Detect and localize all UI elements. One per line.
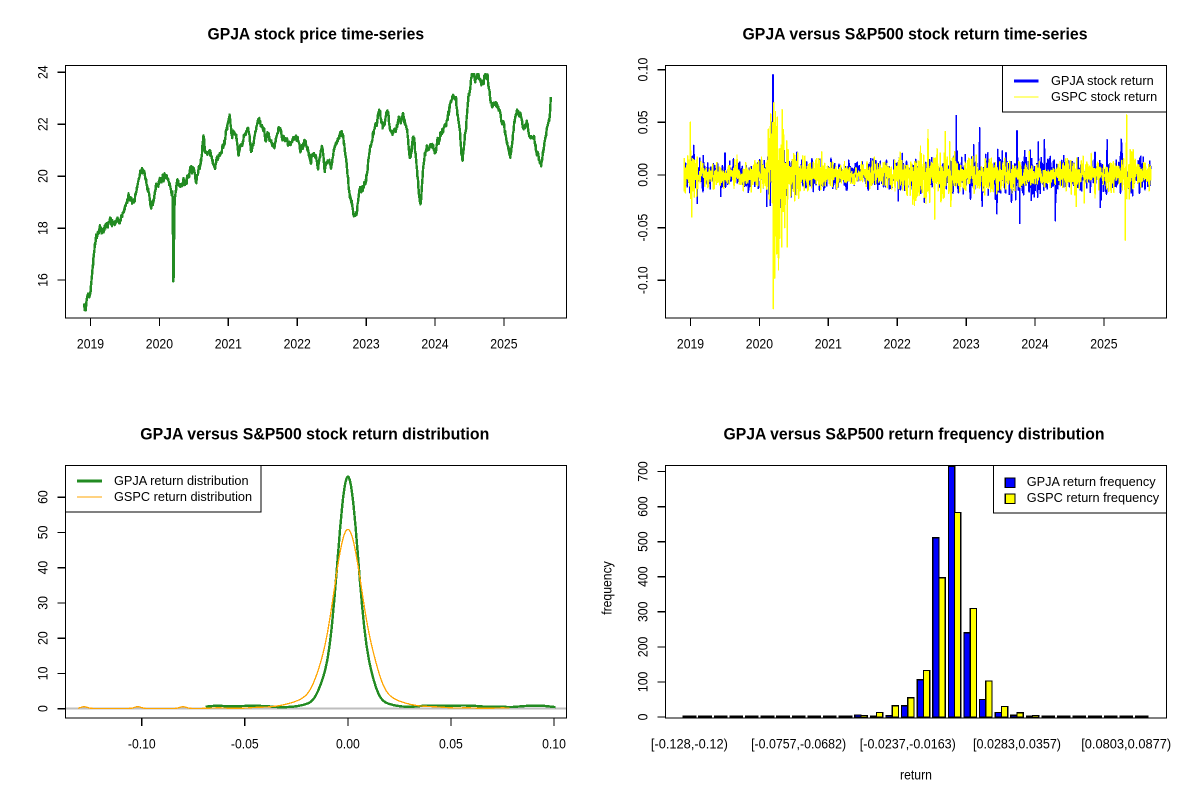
svg-text:-0.10: -0.10 <box>128 737 156 753</box>
svg-text:0.00: 0.00 <box>336 737 360 753</box>
svg-text:700: 700 <box>636 461 652 481</box>
svg-text:100: 100 <box>636 672 652 692</box>
svg-text:GPJA versus S&P500 return freq: GPJA versus S&P500 return frequency dist… <box>724 424 1105 443</box>
svg-text:30: 30 <box>36 596 52 610</box>
svg-text:200: 200 <box>636 637 652 657</box>
svg-text:500: 500 <box>636 531 652 551</box>
svg-text:40: 40 <box>36 561 52 575</box>
svg-text:[-0.128,-0.12): [-0.128,-0.12) <box>651 737 728 753</box>
svg-text:-0.05: -0.05 <box>636 214 652 242</box>
svg-text:[0.0283,0.0357): [0.0283,0.0357) <box>973 737 1061 753</box>
svg-text:[0.0803,0.0877): [0.0803,0.0877) <box>1081 737 1171 753</box>
svg-text:[-0.0757,-0.0682): [-0.0757,-0.0682) <box>751 737 846 753</box>
svg-text:2023: 2023 <box>953 337 980 353</box>
svg-text:GSPC stock return: GSPC stock return <box>1051 89 1157 104</box>
svg-text:GSPC return distribution: GSPC return distribution <box>114 489 252 504</box>
svg-text:-0.10: -0.10 <box>636 266 652 294</box>
svg-text:2025: 2025 <box>490 337 517 353</box>
svg-text:0.10: 0.10 <box>542 737 566 753</box>
svg-text:return: return <box>900 768 932 784</box>
svg-text:50: 50 <box>36 526 52 540</box>
svg-text:2022: 2022 <box>284 337 311 353</box>
svg-text:0.05: 0.05 <box>439 737 463 753</box>
svg-text:0.05: 0.05 <box>636 110 652 134</box>
svg-text:GPJA versus S&P500 stock retur: GPJA versus S&P500 stock return distribu… <box>140 424 489 443</box>
svg-text:2019: 2019 <box>77 337 104 353</box>
svg-text:[-0.0237,-0.0163): [-0.0237,-0.0163) <box>860 737 956 753</box>
svg-text:16: 16 <box>36 273 52 287</box>
svg-text:600: 600 <box>636 496 652 516</box>
svg-text:2020: 2020 <box>746 337 773 353</box>
svg-text:20: 20 <box>36 631 52 645</box>
svg-text:GPJA stock price time-series: GPJA stock price time-series <box>208 25 425 44</box>
svg-text:GPJA stock return: GPJA stock return <box>1051 73 1154 88</box>
svg-text:0: 0 <box>36 705 52 712</box>
svg-text:2020: 2020 <box>146 337 173 353</box>
svg-text:20: 20 <box>36 169 52 183</box>
svg-text:10: 10 <box>36 667 52 681</box>
svg-text:2022: 2022 <box>884 337 911 353</box>
svg-text:300: 300 <box>636 602 652 622</box>
svg-text:GPJA versus S&P500 stock retur: GPJA versus S&P500 stock return time-ser… <box>743 25 1088 44</box>
svg-text:24: 24 <box>36 65 52 79</box>
svg-text:2023: 2023 <box>353 337 380 353</box>
svg-text:400: 400 <box>636 566 652 586</box>
svg-text:2024: 2024 <box>421 337 448 353</box>
svg-text:0.10: 0.10 <box>636 58 652 82</box>
svg-text:2024: 2024 <box>1021 337 1048 353</box>
svg-text:GPJA return frequency: GPJA return frequency <box>1027 474 1156 489</box>
svg-text:0.00: 0.00 <box>636 163 652 187</box>
svg-text:frequency: frequency <box>600 560 616 614</box>
svg-text:60: 60 <box>36 490 52 504</box>
svg-text:GSPC return frequency: GSPC return frequency <box>1027 490 1160 505</box>
svg-text:-0.05: -0.05 <box>231 737 259 753</box>
svg-text:GPJA return distribution: GPJA return distribution <box>114 473 249 488</box>
svg-text:2021: 2021 <box>215 337 242 353</box>
svg-text:2019: 2019 <box>677 337 704 353</box>
svg-text:2021: 2021 <box>815 337 842 353</box>
svg-text:2025: 2025 <box>1090 337 1117 353</box>
svg-text:18: 18 <box>36 221 52 235</box>
svg-text:0: 0 <box>636 714 652 721</box>
svg-text:22: 22 <box>36 117 52 131</box>
